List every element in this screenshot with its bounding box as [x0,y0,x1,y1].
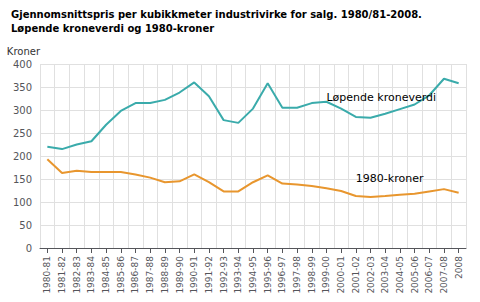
svg-text:150: 150 [13,174,32,185]
svg-text:400: 400 [13,59,32,70]
svg-text:350: 350 [13,82,32,93]
svg-text:1995-96: 1995-96 [263,256,273,294]
svg-text:Kroner: Kroner [7,46,41,57]
svg-text:1981-82: 1981-82 [57,256,67,294]
svg-text:1980-81: 1980-81 [42,256,52,294]
svg-text:2008: 2008 [454,256,464,279]
svg-text:0: 0 [26,243,32,254]
svg-text:1991-92: 1991-92 [204,256,214,294]
svg-text:2005-06: 2005-06 [410,256,420,294]
svg-text:1990-91: 1990-91 [189,256,199,294]
svg-text:2002-03: 2002-03 [366,256,376,294]
svg-text:1984-85: 1984-85 [101,256,111,294]
svg-text:1983-84: 1983-84 [86,256,96,294]
svg-text:2001-02: 2001-02 [351,256,361,294]
svg-text:Gjennomsnittspris per kubikkme: Gjennomsnittspris per kubikkmeter indust… [11,9,422,20]
svg-text:1998-99: 1998-99 [307,256,317,294]
svg-text:1980-kroner: 1980-kroner [356,172,424,185]
svg-text:2006-07: 2006-07 [424,256,434,294]
svg-text:1994-95: 1994-95 [248,256,258,294]
svg-text:1993-94: 1993-94 [233,256,243,294]
svg-text:1987-88: 1987-88 [145,256,155,294]
svg-text:2004-05: 2004-05 [395,256,405,294]
svg-text:Løpende kroneverdi: Løpende kroneverdi [326,91,436,104]
svg-text:300: 300 [13,105,32,116]
svg-text:100: 100 [13,197,32,208]
svg-text:2003-04: 2003-04 [380,256,390,294]
svg-text:200: 200 [13,151,32,162]
svg-text:Løpende kroneverdi og 1980-kro: Løpende kroneverdi og 1980-kroner [11,23,214,34]
svg-text:50: 50 [19,220,32,231]
svg-text:1997-98: 1997-98 [292,256,302,294]
svg-text:250: 250 [13,128,32,139]
svg-text:2000-01: 2000-01 [336,256,346,294]
svg-text:1996-97: 1996-97 [277,256,287,294]
svg-text:1988-89: 1988-89 [160,256,170,294]
svg-text:1999-00: 1999-00 [321,256,331,294]
svg-text:1989-90: 1989-90 [175,256,185,294]
svg-text:1985-86: 1985-86 [116,256,126,294]
svg-text:1982-83: 1982-83 [72,256,82,294]
svg-text:1992-93: 1992-93 [219,256,229,294]
svg-text:2007-08: 2007-08 [439,256,449,294]
svg-text:1986-87: 1986-87 [130,256,140,294]
